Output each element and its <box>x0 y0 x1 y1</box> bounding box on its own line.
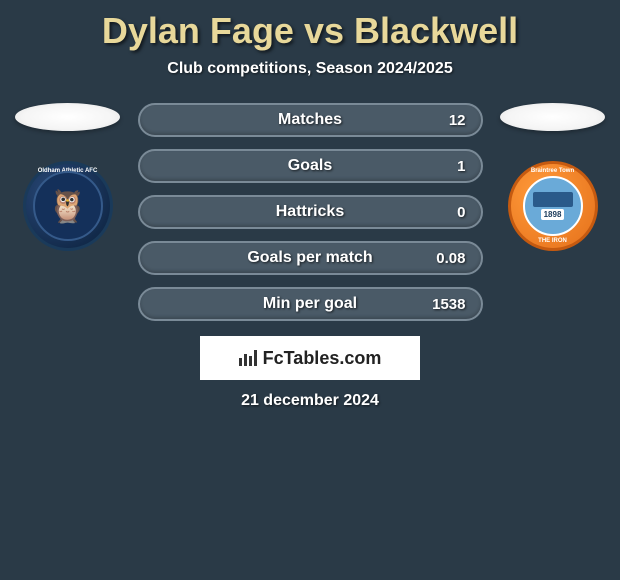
badge-text-bottom: THE IRON <box>538 238 567 244</box>
stat-row-goals: Goals 1 <box>138 149 483 183</box>
stat-row-mpg: Min per goal 1538 <box>138 287 483 321</box>
page-title: Dylan Fage vs Blackwell <box>0 10 620 52</box>
stat-value-right: 12 <box>449 112 466 129</box>
stat-value-right: 1538 <box>432 296 465 313</box>
fctables-watermark: FcTables.com <box>200 336 420 380</box>
badge-inner: 🦉 <box>33 171 103 241</box>
right-player-col: Braintree Town 1898 THE IRON <box>498 103 608 251</box>
stat-row-matches: Matches 12 <box>138 103 483 137</box>
stat-row-hattricks: Hattricks 0 <box>138 195 483 229</box>
left-player-col: Oldham Athletic AFC 🦉 <box>13 103 123 251</box>
comparison-widget: Dylan Fage vs Blackwell Club competition… <box>0 0 620 420</box>
stats-column: Matches 12 Goals 1 Hattricks 0 Goals per… <box>138 103 483 321</box>
bridge-icon <box>533 192 573 207</box>
left-club-badge: Oldham Athletic AFC 🦉 <box>23 161 113 251</box>
stat-label: Goals <box>288 157 332 175</box>
right-club-badge: Braintree Town 1898 THE IRON <box>508 161 598 251</box>
fctables-text: FcTables.com <box>263 348 382 369</box>
stat-value-right: 0.08 <box>436 250 465 267</box>
stat-value-right: 0 <box>457 204 465 221</box>
badge-year: 1898 <box>541 209 565 220</box>
stat-value-right: 1 <box>457 158 465 175</box>
stat-label: Min per goal <box>263 295 357 313</box>
stat-row-gpm: Goals per match 0.08 <box>138 241 483 275</box>
main-row: Oldham Athletic AFC 🦉 Matches 12 Goals 1… <box>0 103 620 321</box>
date-label: 21 december 2024 <box>0 392 620 410</box>
badge-inner: 1898 <box>523 176 583 236</box>
chart-icon <box>239 350 257 366</box>
stat-label: Goals per match <box>247 249 372 267</box>
left-player-placeholder <box>15 103 120 131</box>
stat-label: Matches <box>278 111 342 129</box>
stat-label: Hattricks <box>276 203 344 221</box>
right-player-placeholder <box>500 103 605 131</box>
owl-icon: 🦉 <box>48 187 88 225</box>
subtitle: Club competitions, Season 2024/2025 <box>0 60 620 78</box>
badge-text-top: Braintree Town <box>531 168 574 174</box>
